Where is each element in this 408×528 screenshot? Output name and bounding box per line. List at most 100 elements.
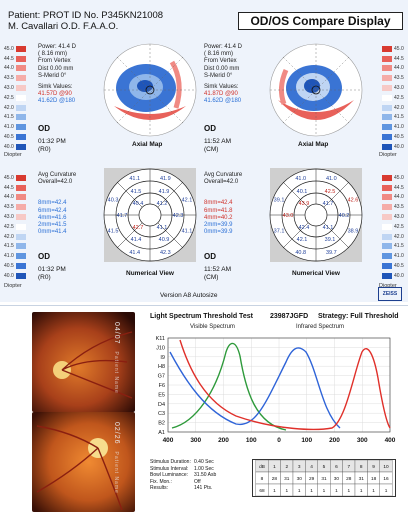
table-cell-value: 31: [359, 476, 365, 482]
table-cell-value: 31: [284, 476, 290, 482]
scale-row: 44.5: [4, 183, 26, 193]
test-parameters: Stimulus Duration: 0.40 Sec Stimulus Inte…: [150, 459, 216, 492]
scale-swatch: [15, 263, 26, 270]
scale-value: 41.0: [4, 253, 14, 260]
ring-value: 38.9: [348, 228, 359, 234]
ring-value: 41.9: [160, 176, 171, 182]
time-stamp: 11:52 AM: [204, 266, 231, 273]
scale-value: 40.0: [4, 272, 14, 279]
diopter-label: Diopter: [379, 283, 397, 289]
scale-swatch: [382, 55, 392, 62]
scale-row: 44.0: [382, 64, 404, 74]
scale-row: 41.0: [4, 251, 26, 261]
scale-swatch: [382, 233, 392, 240]
table-cell-value: 18: [371, 476, 377, 482]
scale-value: 45.0: [394, 174, 404, 181]
ring-value: 42.4: [299, 225, 310, 231]
scale-value: 44.0: [394, 194, 404, 201]
left-numeric-info: Avg Curvature Overall=42.0 8mm=42.4 6mm=…: [38, 172, 76, 236]
scale-swatch: [15, 65, 26, 72]
ring-value: 42.5: [325, 189, 336, 195]
right-axial-stamp: 11:52 AM (CM): [204, 138, 231, 154]
x-tick-label: 100: [301, 437, 312, 444]
version-label: Version A8 Autosize: [160, 292, 218, 299]
dist-value: Dist 0.00 mm: [38, 65, 74, 72]
right-axial-info: Power: 41.4 D ( 8.16 mm) From Vertex Dis…: [204, 44, 242, 106]
left-numeric-stamp: 01:32 PM (R0): [38, 266, 66, 282]
scale-swatch: [382, 194, 392, 201]
sector-line: [283, 222, 309, 248]
scale-swatch: [15, 94, 26, 101]
scale-swatch: [382, 134, 392, 141]
scale-row: 43.5: [382, 73, 404, 83]
scale-row: 42.5: [4, 93, 26, 103]
scale-value: 42.5: [394, 94, 404, 101]
scale-row: 41.5: [382, 113, 404, 123]
ring-2mm: 2mm=39.9: [204, 222, 233, 229]
ring-value: 41.5: [131, 189, 142, 195]
scale-value: 42.0: [4, 104, 14, 111]
scale-value: 44.5: [4, 184, 14, 191]
table-cell-value: 8: [360, 464, 363, 470]
ring: [138, 203, 162, 227]
scale-row: 41.0: [4, 122, 26, 132]
color-scale-left-bottom: 45.0 44.5 44.0 43.5 43.0 42.5 42.0 41.5 41.0 40.5…: [4, 173, 26, 281]
scale-row: 40.5: [4, 132, 26, 142]
ring-value: 42.3: [160, 250, 171, 256]
time-stamp: 01:32 PM: [38, 266, 66, 273]
ring-value: 41.4: [129, 250, 140, 256]
color-scale-left-top: 45.0 44.5 44.0 43.5 43.0 42.5 42.0 41.5 41.0 40.5…: [4, 44, 26, 152]
ring-0mm: 0mm=39.9: [204, 229, 233, 236]
left-axial-stamp: 01:32 PM (R0): [38, 138, 66, 154]
scale-row: 40.0: [4, 142, 26, 152]
eye-label: OD: [204, 252, 216, 261]
table-cell-value: 9: [372, 464, 375, 470]
scale-value: 40.0: [394, 143, 404, 150]
simk-red: 41.57D @90: [38, 91, 72, 98]
scale-swatch: [382, 65, 392, 72]
ring-value: 40.8: [295, 250, 306, 256]
table-cell: [379, 483, 393, 496]
operator: (R0): [38, 146, 51, 153]
ring-value: 41.1: [157, 225, 168, 231]
scale-swatch: [382, 124, 392, 131]
scale-swatch: [15, 233, 26, 240]
smerid-value: S-Merid 0°: [38, 72, 67, 79]
scale-value: 45.0: [394, 45, 404, 52]
param-value: 31.50 Asb: [194, 472, 217, 479]
ring-8mm: 8mm=42.4: [204, 200, 233, 207]
scale-swatch: [382, 223, 392, 230]
simk-blue: 41.62D @180: [204, 98, 242, 105]
scale-row: 42.0: [382, 103, 404, 113]
color-scale-right-top: 45.0 44.5 44.0 43.5 43.0 42.5 42.0 41.5 41.0 40.5…: [382, 44, 404, 152]
scale-row: 44.0: [4, 64, 26, 74]
table-cell-value: 31: [321, 476, 327, 482]
patient-header: Patient: PROT ID No. P345KN21008 M. Cava…: [8, 10, 163, 32]
scale-value: 45.0: [4, 45, 14, 52]
scale-swatch: [15, 143, 26, 150]
scale-swatch: [382, 214, 392, 221]
ring-value: 39.1: [325, 237, 336, 243]
param-duration: Stimulus Duration: 0.40 Sec: [150, 459, 216, 466]
left-axial-map: [103, 43, 197, 137]
simk-label: Simk Values:: [204, 84, 239, 91]
ring: [304, 203, 328, 227]
scale-row: 44.5: [382, 54, 404, 64]
scale-row: 43.5: [4, 202, 26, 212]
ring-6mm: 6mm=42.4: [38, 207, 67, 214]
ring-value: 40.1: [297, 189, 308, 195]
overall-value: Overall=42.0: [38, 179, 73, 186]
table-cell-value: 30: [297, 476, 303, 482]
table-cell-value: 68: [259, 488, 265, 494]
scale-swatch: [15, 114, 26, 121]
ring-value: 40.2: [339, 213, 350, 219]
scale-row: 44.5: [4, 54, 26, 64]
scale-row: 45.0: [4, 44, 26, 54]
fundus-image: [32, 312, 135, 412]
threshold-table: dB 1 2 3 4 5 6 7 8 9 10 8 28 31 30 29 31 30 28 31 18 16 68 1 1 1 1…: [252, 459, 396, 497]
time-stamp: 11:52 AM: [204, 138, 231, 145]
map-caption: Axial Map: [298, 141, 329, 148]
scale-value: 43.5: [4, 204, 14, 211]
scale-value: 41.0: [4, 124, 14, 131]
scale-swatch: [382, 184, 392, 191]
